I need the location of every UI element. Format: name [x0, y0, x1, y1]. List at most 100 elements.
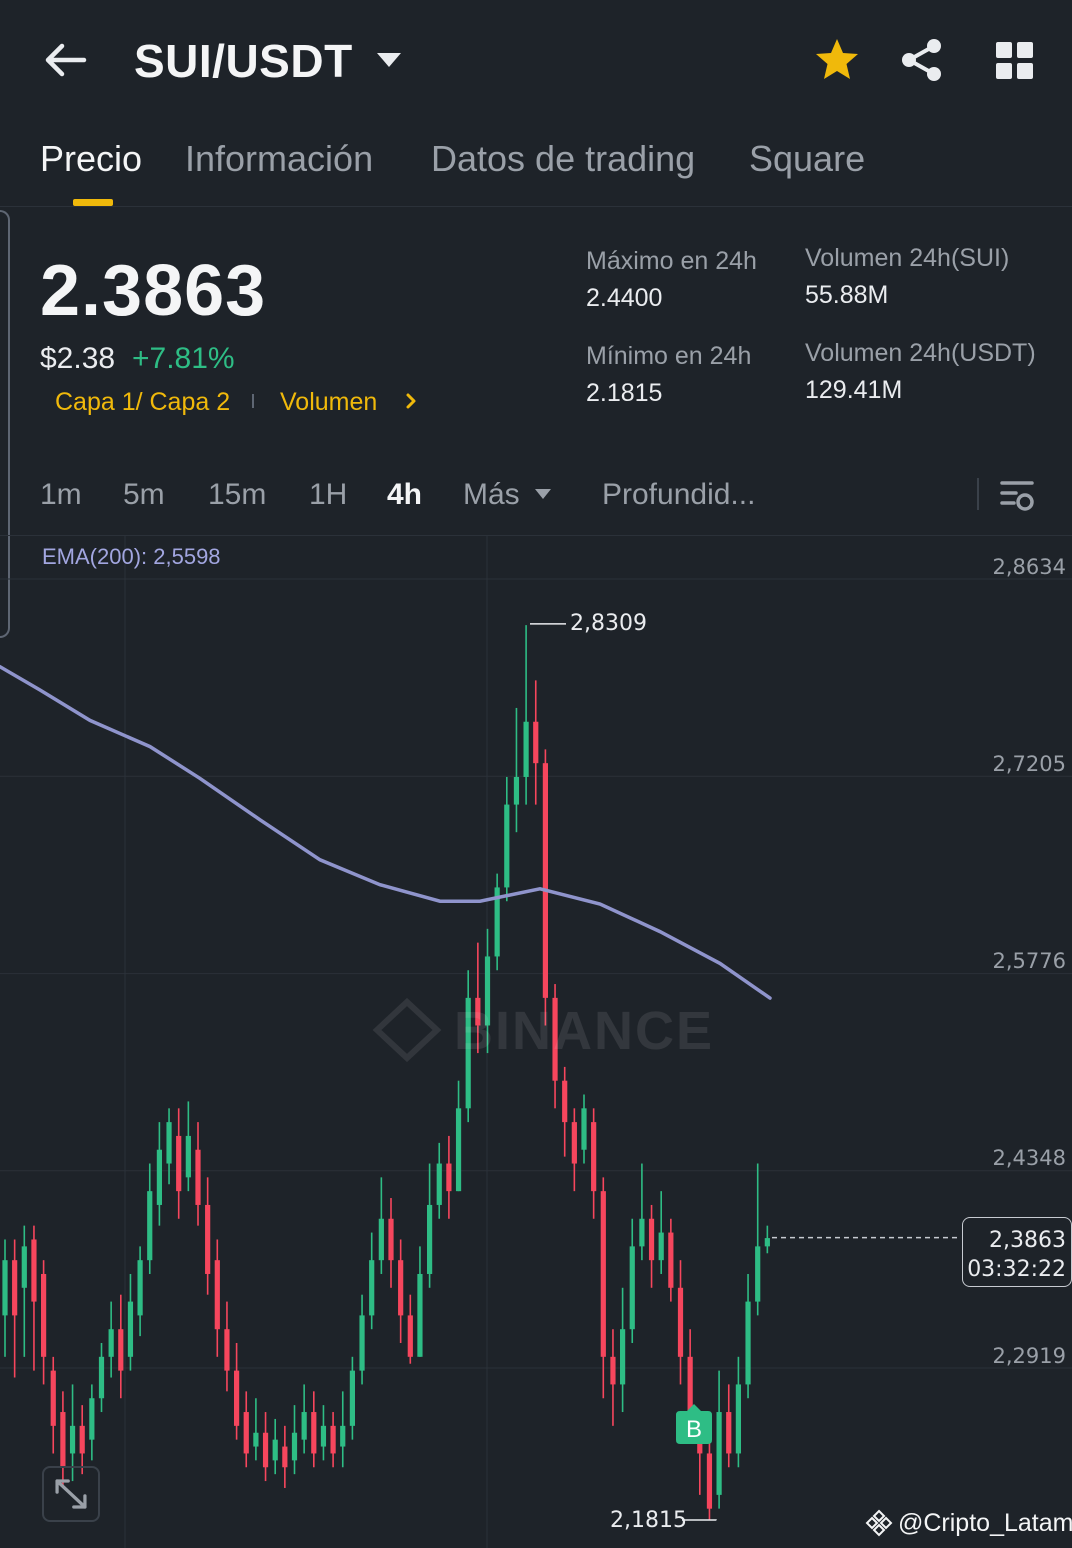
ema-indicator-label: EMA(200): 2,5598 [42, 544, 221, 569]
tab-depth[interactable]: Profundid... [602, 478, 756, 511]
candle-body [388, 1218, 394, 1261]
interval-1m[interactable]: 1m [40, 478, 82, 511]
volume-sui-value: 55.88M [805, 281, 889, 309]
back-arrow-icon[interactable] [40, 38, 92, 82]
expand-chart-icon[interactable] [42, 1466, 100, 1522]
candle-body [475, 997, 481, 1026]
tab-informacion[interactable]: Información [185, 138, 374, 179]
candle-body [494, 887, 500, 957]
candle-body [552, 997, 558, 1081]
candle-body [50, 1370, 56, 1426]
candle-body [417, 1273, 423, 1357]
candle-body [340, 1425, 346, 1447]
candle [716, 1370, 722, 1509]
candle [320, 1405, 327, 1461]
candle-body [436, 1163, 442, 1205]
caret-down-icon[interactable] [374, 48, 404, 72]
candle [571, 1108, 577, 1192]
candle [41, 1260, 47, 1385]
candle-body [378, 1218, 384, 1261]
y-axis-tick: 2,5776 [992, 949, 1066, 973]
candle-body [301, 1412, 307, 1440]
candle-body [118, 1329, 124, 1371]
candle [542, 749, 548, 1026]
interval-4h[interactable]: 4h [387, 478, 423, 511]
candle [69, 1384, 76, 1482]
low-marker-label: 2,1815 [610, 1508, 687, 1533]
candle-body [176, 1135, 182, 1192]
candle-body [137, 1260, 143, 1316]
candle [214, 1239, 220, 1357]
candle-body [687, 1356, 693, 1426]
candle [330, 1412, 336, 1468]
candle [98, 1343, 105, 1413]
category-tag[interactable]: Capa 1/ Capa 2 [55, 388, 231, 416]
candle-body [658, 1232, 664, 1261]
y-axis-tick: 2,8634 [992, 555, 1066, 579]
candle [118, 1294, 124, 1399]
candle-body [629, 1246, 635, 1330]
candle-body [98, 1356, 105, 1399]
candlestick-chart[interactable] [0, 536, 1072, 1548]
tab-square[interactable]: Square [749, 138, 866, 179]
volume-tag[interactable]: Volumen [280, 388, 378, 416]
author-credit: @Cripto_Latam [898, 1509, 1072, 1537]
candle [291, 1405, 298, 1475]
candle-body [571, 1122, 577, 1164]
interval-5m[interactable]: 5m [123, 478, 165, 511]
candle-body [755, 1246, 761, 1302]
grid-icon[interactable] [994, 40, 1036, 82]
candle [388, 1198, 394, 1288]
candle-body [21, 1246, 27, 1288]
candle [484, 928, 491, 1054]
y-axis-tick: 2,4348 [992, 1146, 1066, 1170]
interval-1h[interactable]: 1H [309, 478, 348, 511]
pair-title[interactable]: SUI/USDT [134, 35, 353, 87]
candle-body [398, 1260, 404, 1316]
tab-datos-de-trading[interactable]: Datos de trading [431, 138, 696, 179]
candle [311, 1391, 317, 1468]
candle-body [291, 1432, 298, 1461]
candle [176, 1108, 182, 1219]
candle-body [677, 1287, 684, 1357]
chevron-right-icon[interactable] [404, 390, 418, 412]
candle-body [69, 1425, 76, 1454]
ema-line [0, 664, 772, 1000]
interval-more[interactable]: Más [463, 478, 520, 511]
candle-body [2, 1260, 8, 1316]
candle [195, 1122, 201, 1226]
candle-body [513, 776, 520, 805]
buy-marker-icon[interactable] [674, 1402, 714, 1446]
star-icon[interactable] [812, 36, 862, 84]
candle [224, 1301, 230, 1392]
share-icon[interactable] [898, 36, 946, 84]
candle [2, 1239, 8, 1357]
candle [620, 1287, 626, 1413]
candle [417, 1246, 423, 1357]
candle [523, 625, 529, 805]
candle [253, 1398, 259, 1461]
candle-body [147, 1191, 153, 1261]
candle [272, 1418, 278, 1475]
candle [359, 1294, 365, 1385]
candle-body [735, 1384, 741, 1454]
chart-settings-icon[interactable] [998, 476, 1036, 514]
caret-down-icon[interactable] [534, 488, 552, 500]
interval-separator [977, 478, 979, 510]
last-price: 2.3863 [40, 251, 267, 331]
candle [12, 1239, 18, 1378]
tab-precio[interactable]: Precio [40, 138, 143, 179]
candle-body [214, 1260, 220, 1330]
candle-body [562, 1080, 568, 1123]
candle [369, 1232, 375, 1330]
candle-body [523, 721, 529, 777]
candle [629, 1218, 635, 1344]
candle-body [79, 1425, 85, 1454]
candle-body [205, 1204, 211, 1274]
candle [89, 1384, 95, 1461]
candle [764, 1225, 770, 1254]
interval-15m[interactable]: 15m [208, 478, 267, 511]
candle-body [648, 1218, 655, 1261]
candle [243, 1391, 249, 1468]
tag-separator [252, 394, 254, 408]
